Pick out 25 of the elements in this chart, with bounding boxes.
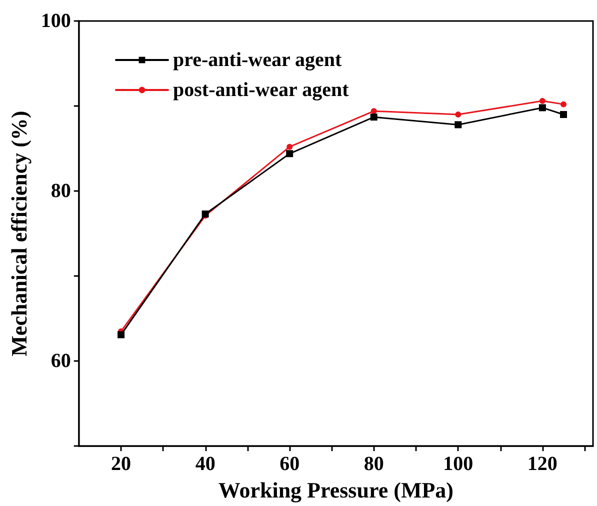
x-tick-label: 100 [443,453,474,476]
legend-label: pre-anti-wear agent [173,49,342,71]
y-tick-label: 60 [50,350,71,372]
point [454,121,462,128]
x-axis-title: Working Pressure (MPa) [218,478,454,502]
point [370,108,377,114]
point [560,111,567,118]
point [202,210,209,218]
x-tick-label: 120 [527,453,558,476]
point [370,114,378,121]
y-tick-label: 100 [40,10,71,32]
x-tick-label: 60 [280,453,300,476]
point [286,150,294,158]
y-axis-title: Mechanical efficiency (%) [6,110,32,356]
x-tick-label: 80 [364,453,384,476]
point [118,331,125,338]
x-tick-label: 20 [111,453,132,476]
point [560,101,566,108]
legend-label: post-anti-wear agent [173,79,350,101]
y-tick-label: 80 [50,180,71,202]
point [538,104,546,112]
x-tick-label: 40 [195,453,216,476]
point [539,98,546,104]
point [455,112,462,118]
point [286,144,293,150]
